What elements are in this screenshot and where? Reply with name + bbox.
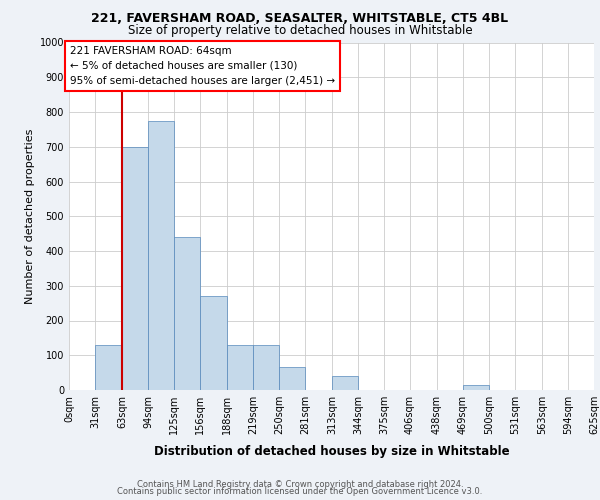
- Text: 221 FAVERSHAM ROAD: 64sqm
← 5% of detached houses are smaller (130)
95% of semi-: 221 FAVERSHAM ROAD: 64sqm ← 5% of detach…: [70, 46, 335, 86]
- X-axis label: Distribution of detached houses by size in Whitstable: Distribution of detached houses by size …: [154, 446, 509, 458]
- Bar: [253, 345, 279, 390]
- Bar: [174, 237, 200, 390]
- Bar: [148, 120, 174, 390]
- Text: 221, FAVERSHAM ROAD, SEASALTER, WHITSTABLE, CT5 4BL: 221, FAVERSHAM ROAD, SEASALTER, WHITSTAB…: [91, 12, 509, 26]
- Text: Contains public sector information licensed under the Open Government Licence v3: Contains public sector information licen…: [118, 487, 482, 496]
- Text: Size of property relative to detached houses in Whitstable: Size of property relative to detached ho…: [128, 24, 472, 37]
- Bar: [227, 345, 253, 390]
- Bar: [279, 368, 305, 390]
- Bar: [122, 147, 148, 390]
- Y-axis label: Number of detached properties: Number of detached properties: [25, 128, 35, 304]
- Bar: [332, 376, 358, 390]
- Bar: [200, 296, 227, 390]
- Bar: [463, 385, 489, 390]
- Text: Contains HM Land Registry data © Crown copyright and database right 2024.: Contains HM Land Registry data © Crown c…: [137, 480, 463, 489]
- Bar: [95, 345, 122, 390]
